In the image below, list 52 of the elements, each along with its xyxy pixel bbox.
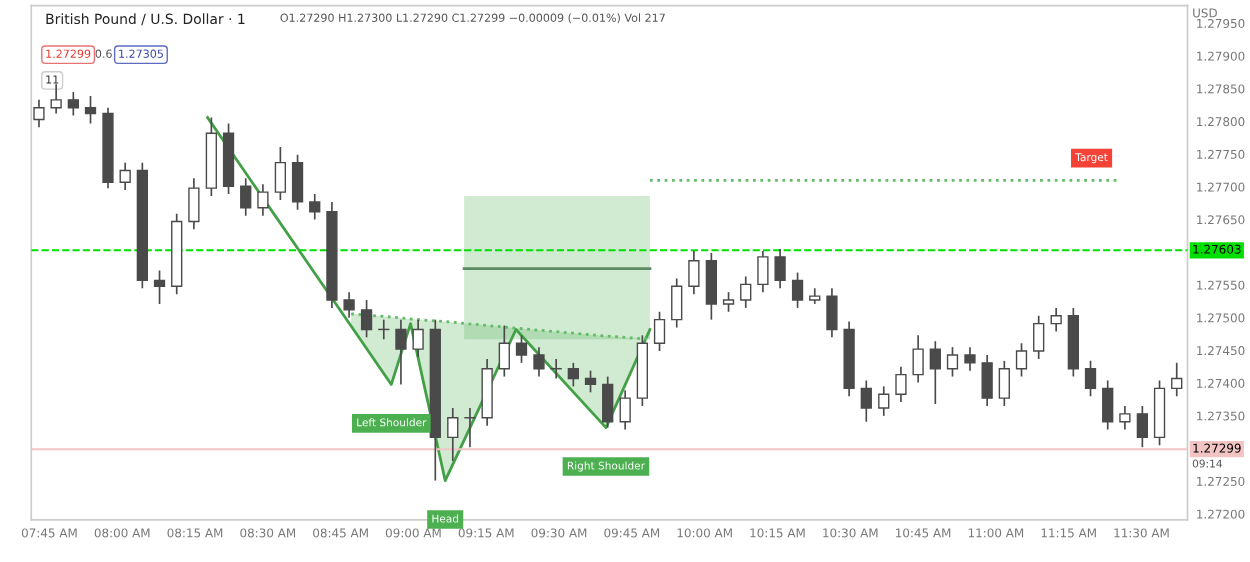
candlestick [1102,379,1114,431]
candlestick [1084,360,1097,398]
candlestick [84,95,97,125]
candlestick [705,252,718,321]
candlestick [498,324,510,378]
candlestick [688,250,700,295]
candlestick [740,275,752,309]
candlestick [533,346,545,378]
candlestick [395,318,407,386]
candlestick [878,385,890,417]
candlestick [240,177,252,217]
candlestick [274,146,287,201]
candlestick [515,334,528,364]
candlestick [998,360,1010,407]
candlestick [1119,405,1131,431]
candlestick [188,177,200,231]
candlestick [119,161,131,191]
candlestick [153,269,166,305]
candlestick [360,299,373,339]
line-series [349,312,652,341]
candlestick [722,291,735,313]
candlestick [981,354,993,407]
candlestick [1050,307,1062,333]
candlestick [671,277,683,329]
candlestick [895,365,907,403]
candlestick [1136,405,1149,449]
candlestick [584,369,597,394]
candlestick [964,346,976,372]
candlestick [929,340,941,405]
candlestick [826,287,838,339]
candlestick [33,98,45,129]
candlestick [291,153,304,211]
candlestick [343,291,355,319]
candlestick [67,91,79,117]
candlestick [912,334,924,384]
candlestick [257,183,269,217]
candlestick [860,379,872,423]
candlestick [309,193,321,221]
candlestick [602,375,614,429]
candlestick [774,248,786,290]
candlestick [946,346,959,378]
candlestick [619,389,631,431]
candlestick [1171,361,1183,398]
candlestick [1033,314,1045,360]
line-series [206,116,652,482]
candlestick [653,310,666,352]
candlestick [567,361,579,388]
candlestick [791,271,804,309]
candlestick [1015,342,1028,378]
candlestick [447,407,459,462]
candlestick [412,318,424,358]
candlestick [757,250,769,294]
